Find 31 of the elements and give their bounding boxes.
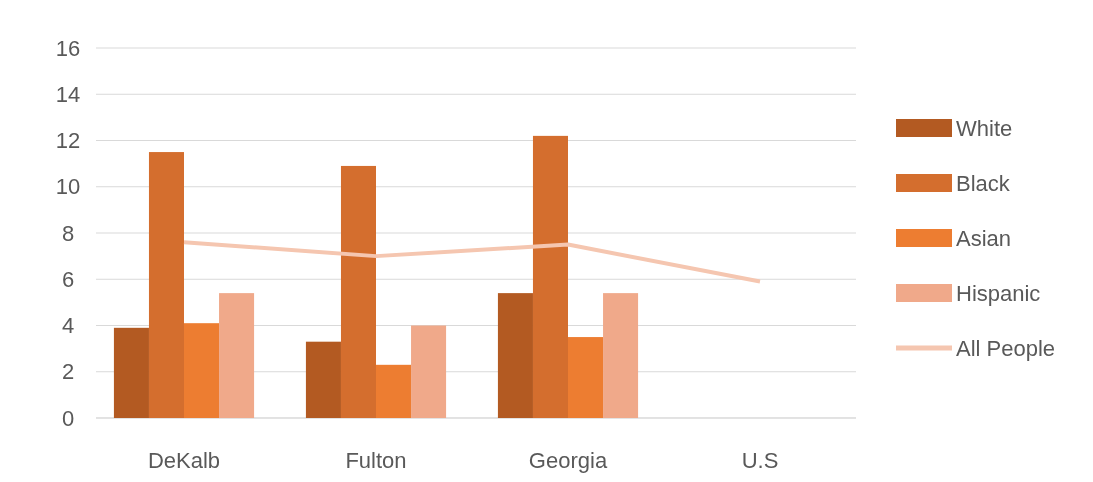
y-tick-label: 12	[55, 128, 81, 154]
bar	[497, 293, 533, 418]
line-series	[182, 240, 762, 284]
legend-label: Asian	[956, 225, 1012, 251]
bar	[184, 323, 220, 418]
bar	[532, 135, 568, 418]
y-tick-label: 8	[61, 220, 75, 246]
bar	[340, 165, 376, 418]
legend-label: White	[956, 115, 1013, 141]
y-tick-label: 14	[55, 81, 81, 107]
legend-label: Black	[956, 170, 1011, 196]
y-tick-label: 10	[55, 174, 81, 200]
x-tick-label: U.S	[741, 448, 779, 473]
bar	[305, 341, 341, 418]
x-tick-label: DeKalb	[147, 448, 221, 473]
legend-label: Hispanic	[956, 280, 1041, 306]
y-tick-label: 4	[61, 313, 75, 339]
y-tick-label: 16	[55, 35, 81, 61]
x-tick-label: Georgia	[528, 448, 608, 473]
x-tick-label: Fulton	[345, 448, 407, 473]
bar	[411, 325, 447, 418]
y-tick-label: 0	[61, 405, 75, 431]
bar	[376, 364, 412, 418]
legend-label: All People	[956, 335, 1056, 361]
y-tick-label: 6	[61, 266, 75, 292]
bar	[568, 337, 604, 418]
y-tick-label: 2	[61, 359, 75, 385]
bar	[603, 293, 639, 418]
bar	[219, 293, 255, 418]
bar	[113, 327, 149, 418]
bar	[148, 152, 184, 418]
